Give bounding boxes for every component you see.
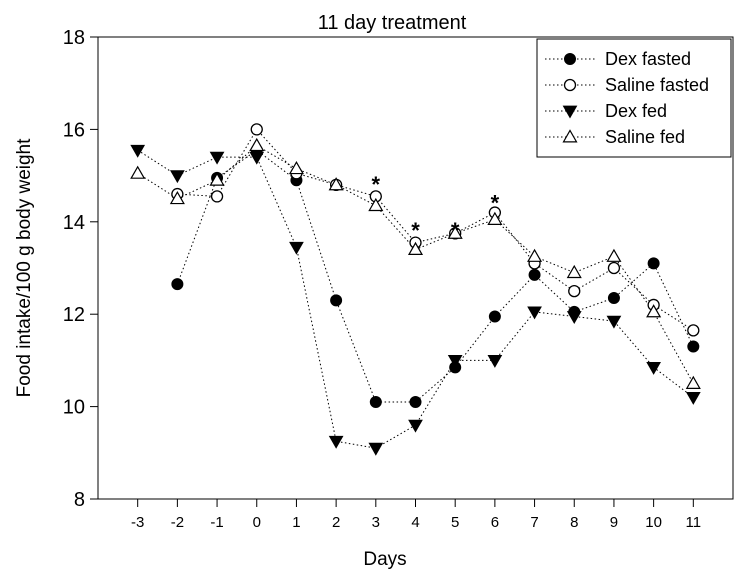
data-point <box>288 160 304 175</box>
legend-label: Saline fed <box>605 127 685 147</box>
y-tick-label: 8 <box>74 489 85 511</box>
y-axis-label: Food intake/100 g body weight <box>14 138 35 398</box>
data-point <box>170 170 185 184</box>
significance-annotations: * * * * <box>372 172 500 243</box>
legend: Dex fasted Saline fasted Dex fed Saline fed <box>536 38 732 158</box>
data-point <box>328 177 344 191</box>
data-point <box>566 311 582 325</box>
x-tick-label: 5 <box>451 514 459 531</box>
x-axis-label: Days <box>363 549 406 570</box>
data-point <box>647 257 660 270</box>
data-point <box>409 395 422 408</box>
data-point <box>408 419 423 433</box>
series-line-1 <box>177 128 694 331</box>
data-point <box>568 284 581 298</box>
x-tick-label: 3 <box>372 514 380 531</box>
x-tick-label: 8 <box>570 514 578 531</box>
data-point <box>330 294 343 307</box>
x-tick-label: 2 <box>332 514 340 531</box>
data-point <box>685 375 701 389</box>
legend-marker <box>562 129 578 143</box>
data-point <box>209 172 225 186</box>
data-point <box>527 306 542 320</box>
data-point <box>250 123 263 136</box>
data-point <box>210 190 224 203</box>
data-point <box>368 442 384 456</box>
significance-marker: * <box>491 190 500 215</box>
data-point <box>328 435 344 449</box>
x-tick-label: 1 <box>292 514 300 531</box>
data-point <box>447 225 463 239</box>
y-tick-label: 14 <box>63 212 85 234</box>
data-point <box>249 137 265 152</box>
data-point <box>171 278 184 291</box>
data-point <box>687 324 700 337</box>
significance-marker: * <box>411 218 420 243</box>
data-point <box>407 241 424 255</box>
data-point <box>368 197 384 212</box>
x-tick-label: 10 <box>645 514 662 531</box>
legend-label: Saline fasted <box>605 75 709 95</box>
data-point <box>369 395 382 408</box>
data-point <box>687 340 700 353</box>
data-point <box>646 361 661 375</box>
data-point <box>289 241 304 255</box>
data-point <box>249 151 265 165</box>
legend-marker <box>564 53 576 65</box>
significance-marker: * <box>451 218 460 243</box>
data-point <box>447 355 463 368</box>
x-tick-label: -3 <box>131 514 144 531</box>
legend-label: Dex fed <box>605 101 667 121</box>
data-point <box>209 151 225 165</box>
x-tick-label: 9 <box>610 514 618 531</box>
y-tick-label: 18 <box>63 27 85 49</box>
data-point <box>607 292 620 305</box>
y-tick-label: 16 <box>63 119 85 141</box>
significance-marker: * <box>372 172 381 197</box>
y-tick-label: 12 <box>63 304 85 326</box>
data-point <box>566 264 582 279</box>
chart-title: 11 day treatment <box>318 12 467 34</box>
legend-label: Dex fasted <box>605 49 691 69</box>
legend-marker <box>563 78 577 92</box>
data-point <box>528 268 541 281</box>
data-point <box>130 165 146 179</box>
series-markers <box>130 123 701 456</box>
x-tick-label: 7 <box>530 514 538 531</box>
data-point <box>130 144 146 158</box>
data-point <box>527 248 543 262</box>
x-tick-label: -1 <box>210 514 223 531</box>
x-tick-label: 4 <box>411 514 419 531</box>
data-point <box>606 315 622 329</box>
data-point <box>487 355 503 368</box>
x-tick-label: -2 <box>171 514 184 531</box>
x-tick-label: 6 <box>491 514 499 531</box>
data-point <box>169 190 185 205</box>
data-point <box>606 248 622 262</box>
data-point <box>487 211 503 225</box>
y-tick-label: 10 <box>63 397 85 419</box>
series-line-0 <box>176 149 694 403</box>
data-point <box>646 304 662 318</box>
legend-marker <box>562 105 578 119</box>
data-point <box>488 310 501 323</box>
data-point <box>607 261 621 275</box>
x-tick-label: 11 <box>686 514 702 531</box>
data-point <box>685 391 701 405</box>
x-tick-label: 0 <box>253 514 261 531</box>
